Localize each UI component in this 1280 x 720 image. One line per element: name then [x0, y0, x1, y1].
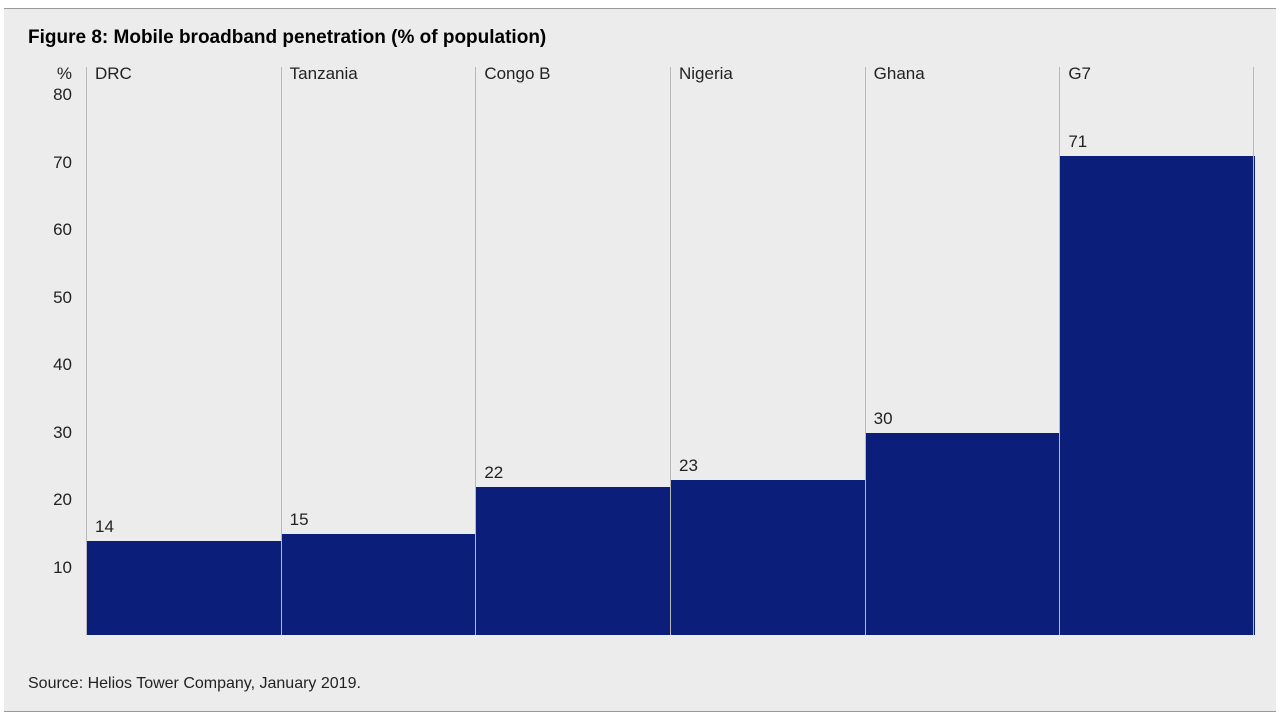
chart-bar-value: 23	[679, 456, 698, 476]
chart-column: 14 DRC	[86, 67, 282, 635]
y-axis-tick: 70	[53, 153, 72, 173]
chart-column: 15 Tanzania	[281, 67, 477, 635]
chart-bar-value: 14	[95, 517, 114, 537]
y-axis-tick: 20	[53, 490, 72, 510]
chart-bar	[282, 534, 477, 635]
chart-bar	[866, 433, 1061, 635]
y-axis-tick: 30	[53, 423, 72, 443]
chart-column-separator	[1253, 67, 1254, 635]
chart-bar	[671, 480, 866, 635]
chart-source: Source: Helios Tower Company, January 20…	[28, 675, 1254, 693]
chart-bar-value: 15	[290, 510, 309, 530]
chart-column: 22 Congo B	[475, 67, 671, 635]
chart-category-label: DRC	[95, 64, 132, 84]
y-axis-tick: 60	[53, 220, 72, 240]
y-axis-tick: 10	[53, 558, 72, 578]
y-axis-tick: 50	[53, 288, 72, 308]
chart-bar-value: 71	[1068, 132, 1087, 152]
chart-column: 30 Ghana	[865, 67, 1061, 635]
y-axis-tick: 80	[53, 85, 72, 105]
chart-panel: Figure 8: Mobile broadband penetration (…	[4, 8, 1276, 712]
chart-bar-value: 30	[874, 409, 893, 429]
chart-category-label: Ghana	[874, 64, 925, 84]
chart-category-label: Congo B	[484, 64, 550, 84]
chart-area: % 10 20 30 40 50 60 70 80 14 DRC 15 Tanzania 22 Cong…	[26, 67, 1254, 635]
chart-bar	[476, 487, 671, 635]
chart-bar	[87, 541, 282, 635]
y-axis-tick: 40	[53, 355, 72, 375]
chart-bar	[1060, 156, 1255, 635]
chart-title: Figure 8: Mobile broadband penetration (…	[28, 27, 1254, 49]
chart-category-label: G7	[1068, 64, 1091, 84]
y-axis: % 10 20 30 40 50 60 70 80	[26, 67, 86, 635]
chart-column: 71 G7	[1059, 67, 1255, 635]
chart-category-label: Tanzania	[290, 64, 358, 84]
chart-column: 23 Nigeria	[670, 67, 866, 635]
chart-category-label: Nigeria	[679, 64, 733, 84]
chart-bar-value: 22	[484, 463, 503, 483]
y-axis-unit: %	[57, 64, 72, 84]
chart-plot: 14 DRC 15 Tanzania 22 Congo B 23 Nigeria 30 Ghana…	[86, 67, 1254, 635]
